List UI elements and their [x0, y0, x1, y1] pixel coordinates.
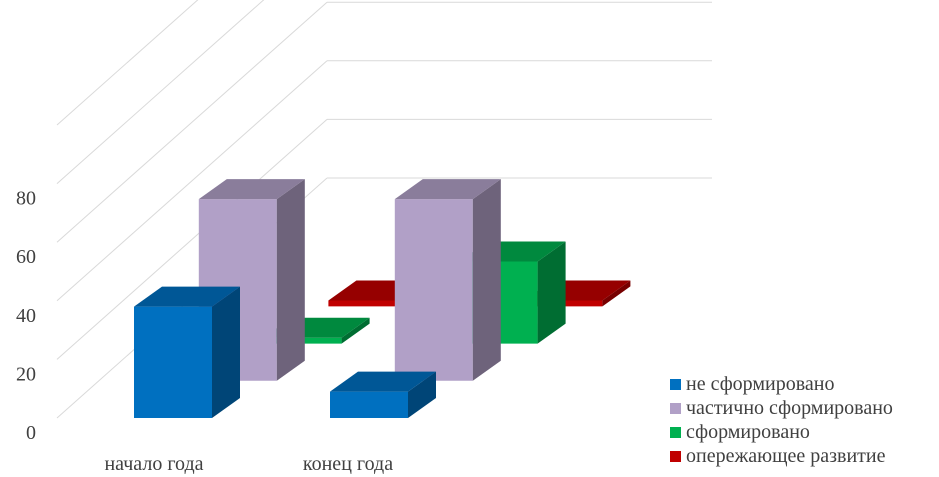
- legend-label: частично сформировано: [686, 397, 893, 419]
- gridline-diagonal: [56, 0, 199, 126]
- legend-label: не сформировано: [686, 373, 835, 395]
- bar-side: [276, 179, 305, 381]
- bar-front: [134, 306, 212, 418]
- legend-item-not-formed: не сформировано: [670, 372, 939, 396]
- gridline-diagonal: [56, 1, 328, 243]
- bar-side: [212, 286, 240, 418]
- bar-side: [472, 179, 501, 381]
- gridline-diagonal: [56, 60, 328, 302]
- legend-swatch: [670, 378, 681, 390]
- legend-label: опережающее развитие: [686, 445, 886, 467]
- category-labels: начало года конец года: [104, 453, 393, 475]
- bar: [330, 371, 436, 418]
- legend-swatch: [670, 426, 681, 438]
- gridline-diagonal: [56, 0, 265, 184]
- y-tick-label: 80: [16, 188, 36, 210]
- bar-side: [537, 241, 566, 344]
- legend-label: сформировано: [686, 421, 810, 443]
- bar-top: [134, 286, 240, 307]
- y-tick-label: 0: [26, 422, 36, 444]
- legend-item-partially-formed: частично сформировано: [670, 396, 939, 420]
- bar-side: [602, 280, 631, 307]
- y-tick-label: 20: [16, 363, 36, 385]
- legend-item-advanced-development: опережающее развитие: [670, 444, 939, 468]
- bar: [134, 286, 240, 418]
- y-axis-ticks: 0 20 40 60 80: [16, 188, 36, 444]
- gridlines: [56, 0, 712, 419]
- bar-front: [328, 300, 407, 307]
- bar-top: [198, 179, 305, 200]
- bar-front: [394, 199, 473, 381]
- gridline-diagonal: [56, 119, 328, 360]
- category-label: конец года: [303, 453, 393, 475]
- bar: [394, 179, 501, 381]
- category-label: начало года: [104, 453, 203, 475]
- legend-swatch: [670, 450, 681, 462]
- legend-swatch: [670, 402, 681, 414]
- bars: [134, 179, 631, 418]
- bar-side: [341, 317, 370, 344]
- y-tick-label: 60: [16, 246, 36, 268]
- bar-front: [330, 391, 408, 418]
- legend-item-formed: сформировано: [670, 420, 939, 444]
- bar-top: [394, 179, 501, 200]
- bar-side: [408, 371, 436, 418]
- legend: не сформировано частично сформировано сф…: [670, 372, 939, 468]
- y-tick-label: 40: [16, 305, 36, 327]
- bar-top: [330, 371, 436, 392]
